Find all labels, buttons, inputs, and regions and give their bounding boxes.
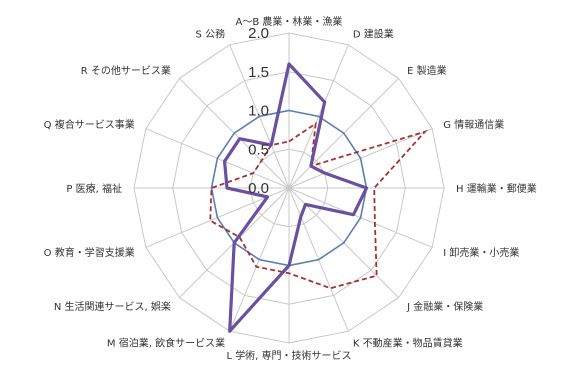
category-label: G 情報通信業 xyxy=(443,118,504,131)
tick-label: 1.0 xyxy=(248,103,269,120)
radar-series-group xyxy=(209,62,428,333)
category-label: P 医療, 福祉 xyxy=(66,182,122,195)
category-label: R その他サービス業 xyxy=(81,64,171,77)
radar-category-labels: A～B 農業・林業・漁業 D 建設業 E 製造業 G 情報通信業 H 運輸業・郵便業 I … xyxy=(44,15,537,362)
category-label: I 卸売業・小売業 xyxy=(443,246,519,259)
series-3-line xyxy=(222,62,369,333)
category-label: Q 複合サービス事業 xyxy=(44,118,135,131)
category-label: E 製造業 xyxy=(407,64,447,77)
category-label: A～B 農業・林業・漁業 xyxy=(236,15,343,28)
category-label: S 公務 xyxy=(196,28,226,41)
tick-label: 0.5 xyxy=(248,141,269,158)
tick-label: 0.0 xyxy=(248,180,269,197)
category-label: K 不動産業・物品賃貸業 xyxy=(353,336,463,349)
category-label: L 学術, 専門・技術サービス xyxy=(226,349,351,362)
category-label: O 教育・学習支援業 xyxy=(44,246,135,259)
tick-label: 2.0 xyxy=(248,25,269,42)
tick-label: 1.5 xyxy=(248,64,269,81)
category-label: J 金融業・保険業 xyxy=(406,300,483,313)
category-label: N 生活関連サービス, 娯楽 xyxy=(54,300,171,313)
radar-spokes xyxy=(134,33,444,343)
category-label: D 建設業 xyxy=(353,28,394,41)
category-label: H 運輸業・郵便業 xyxy=(456,182,537,195)
radar-tick-labels: 0.0 0.5 1.0 1.5 2.0 xyxy=(248,25,269,197)
series-2-line xyxy=(209,121,428,290)
category-label: M 宿泊業, 飲食サービス業 xyxy=(107,336,225,349)
